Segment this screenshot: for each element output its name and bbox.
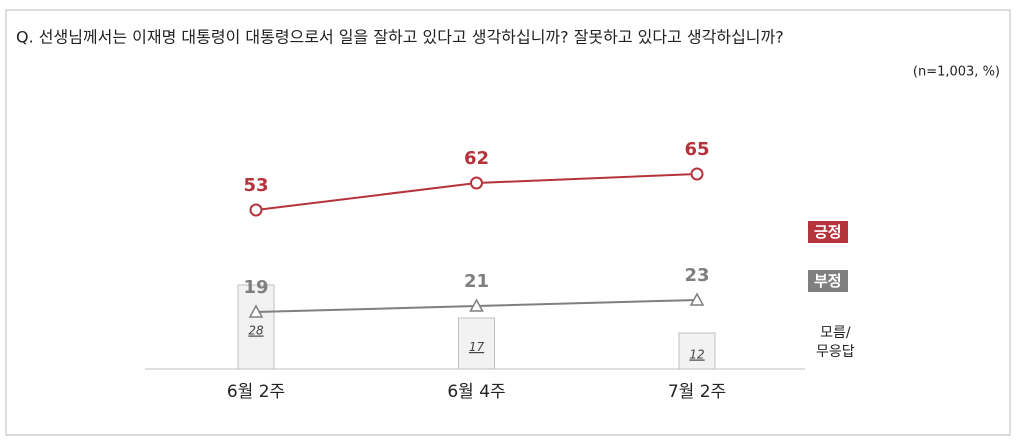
data-label: 65 <box>684 139 709 160</box>
bar-label: 28 <box>248 324 264 338</box>
marker <box>248 304 264 318</box>
marker <box>689 292 705 306</box>
x-tick-label: 6월 4주 <box>447 382 505 402</box>
data-label: 53 <box>243 175 268 196</box>
data-label: 23 <box>684 265 709 286</box>
bar <box>678 332 716 370</box>
marker <box>470 176 483 190</box>
bar-label: 17 <box>469 340 485 354</box>
legend-label: 부정 <box>808 270 848 292</box>
bar <box>458 317 495 370</box>
data-label: 21 <box>464 271 489 292</box>
data-label: 62 <box>464 148 489 169</box>
frame <box>5 9 1011 436</box>
legend-item: 부정 <box>808 270 848 292</box>
legend-item: 긍정 <box>808 221 848 243</box>
x-tick-label: 7월 2주 <box>668 382 726 402</box>
legend-label: 모름/ 무응답 <box>816 325 855 360</box>
data-label: 19 <box>243 277 268 298</box>
chart-title: Q. 선생님께서는 이재명 대통령이 대통령으로서 일을 잘하고 있다고 생각하… <box>16 28 784 47</box>
legend-label: 긍정 <box>808 221 848 243</box>
x-tick-label: 6월 2주 <box>227 382 285 402</box>
note: (n=1,003, %) <box>913 65 1000 80</box>
bar-label: 12 <box>689 348 704 362</box>
marker <box>469 298 484 312</box>
marker <box>690 167 704 181</box>
marker <box>249 203 263 217</box>
bar <box>237 284 275 370</box>
legend-item: 모름/ 무응답 <box>808 324 855 362</box>
